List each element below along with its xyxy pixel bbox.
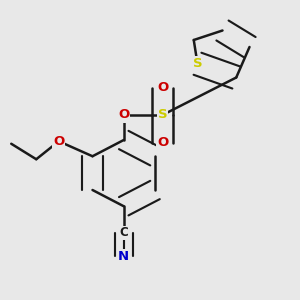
Text: S: S <box>193 57 202 70</box>
Text: N: N <box>118 250 129 263</box>
Text: O: O <box>157 136 168 149</box>
Text: O: O <box>53 135 64 148</box>
Text: C: C <box>119 226 128 239</box>
Text: S: S <box>158 109 167 122</box>
Text: O: O <box>157 81 168 94</box>
Text: O: O <box>118 109 129 122</box>
